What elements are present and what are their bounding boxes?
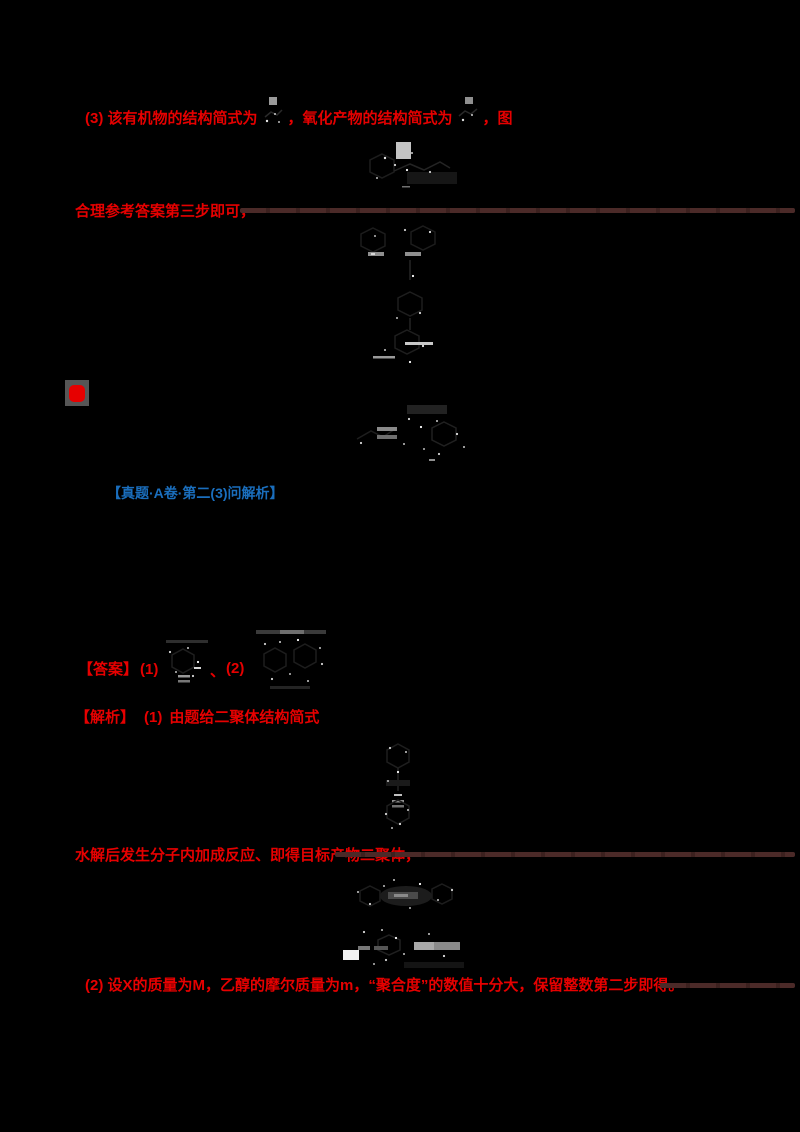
answer-label: 【答案】	[78, 661, 139, 678]
hint-line: 合理参考答案第三步即可，	[75, 203, 256, 220]
structure-dimer-top-icon	[350, 874, 462, 918]
answer-item1-number: (1)	[140, 661, 159, 678]
analysis-line-1: 【解析】 (1) 由题给二聚体结构简式	[75, 708, 319, 728]
structure-intermediate-icon	[349, 399, 483, 467]
structure-mechanism-icon	[358, 736, 438, 832]
maroon-underline-2	[335, 852, 795, 857]
structure-product-icon	[352, 126, 478, 198]
analysis-text-2: 水解后发生分子内加成反应、即得目标产物二聚体，	[75, 847, 421, 864]
inline-structure-small-1-icon	[261, 95, 285, 129]
analysis-label: 【解析】	[75, 709, 136, 726]
inline-structure-small-2-icon	[456, 95, 480, 129]
analysis-text-3: (2) 设X的质量为M，乙醇的摩尔质量为m，“聚合度”的数值十分大，保留整数第二…	[85, 977, 684, 994]
structure-dimer-bottom-icon	[334, 920, 468, 972]
question-part3-suffix: ，图	[482, 110, 513, 127]
answer-separator: 、	[210, 663, 226, 680]
blue-note-label: 【真题·A卷·第二(3)问解析】	[107, 485, 284, 501]
question-part3-prefix: (3) 该有机物的结构简式为	[85, 110, 258, 127]
red-dot-marker-icon	[65, 380, 89, 406]
analysis-text-1: 由题给二聚体结构简式	[169, 709, 320, 726]
analysis-item1-number: (1)	[144, 709, 163, 726]
maroon-underline-3	[660, 983, 795, 988]
red-dot	[69, 384, 85, 402]
maroon-underline-1	[240, 208, 795, 213]
structure-synthesis-route-icon	[335, 218, 485, 368]
answer-item2-number: (2)	[226, 660, 245, 677]
question-part3-mid: ，氧化产物的结构简式为	[287, 110, 453, 127]
answer-structure-2-icon	[250, 618, 332, 694]
answer-structure-1-icon	[158, 634, 216, 686]
question-line-3: (3) 该有机物的结构简式为 ，氧化产物的结构简式为 ，图	[85, 95, 513, 129]
